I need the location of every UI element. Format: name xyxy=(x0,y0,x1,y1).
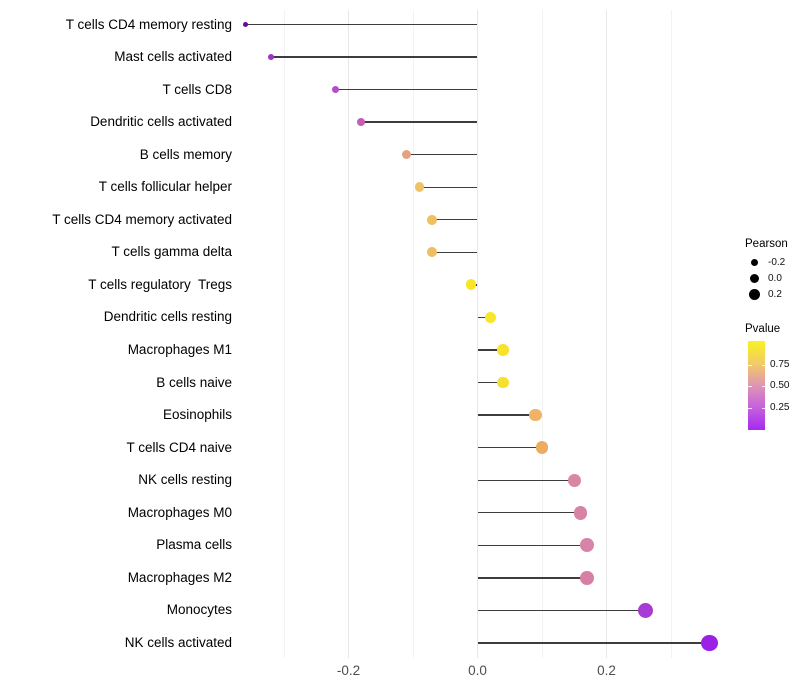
lollipop-stem xyxy=(245,23,478,26)
gridline-major xyxy=(477,10,478,658)
lollipop-stem xyxy=(432,251,478,254)
lollipop-point xyxy=(427,247,438,258)
lollipop-point xyxy=(268,54,275,60)
colorbar-tick xyxy=(748,407,752,409)
y-axis-label: B cells naive xyxy=(156,374,232,390)
y-axis-label: Monocytes xyxy=(166,602,232,618)
lollipop-stem xyxy=(477,349,504,351)
pvalue-tick-label: 0.25 xyxy=(770,401,790,413)
y-axis-label: T cells CD4 naive xyxy=(126,439,232,455)
lollipop-point xyxy=(535,441,549,454)
lollipop-stem xyxy=(361,121,478,123)
gridline-minor xyxy=(541,10,543,658)
lollipop-point xyxy=(580,538,594,553)
lollipop-stem xyxy=(432,219,478,221)
lollipop-point xyxy=(637,602,653,618)
gridline-minor xyxy=(283,10,285,658)
lollipop-stem xyxy=(477,544,588,546)
y-axis-label: B cells memory xyxy=(139,146,232,162)
legend-size-dot xyxy=(750,259,758,266)
lollipop-stem xyxy=(477,577,588,579)
lollipop-stem xyxy=(419,186,478,188)
colorbar-tick xyxy=(761,364,765,366)
y-axis-label: T cells follicular helper xyxy=(98,179,232,195)
y-axis-label: Macrophages M2 xyxy=(127,569,232,585)
gridline-minor xyxy=(412,10,414,658)
lollipop-stem xyxy=(477,609,646,612)
legend-pearson-title: Pearson xyxy=(745,238,788,250)
y-axis-label: T cells CD8 xyxy=(162,81,232,97)
lollipop-point xyxy=(242,21,248,28)
y-axis-label: T cells CD4 memory activated xyxy=(52,211,232,227)
y-axis-label: Dendritic cells activated xyxy=(90,114,232,130)
legend-size-label: 0.2 xyxy=(768,288,782,300)
lollipop-stem xyxy=(335,88,478,91)
lollipop-stem xyxy=(477,642,710,644)
x-tick-label: 0.2 xyxy=(597,663,616,678)
y-axis-label: Eosinophils xyxy=(162,407,232,423)
lollipop-stem xyxy=(477,381,504,384)
lollipop-stem xyxy=(477,316,491,319)
pvalue-tick-label: 0.50 xyxy=(770,380,790,391)
colorbar-tick xyxy=(761,386,765,387)
y-axis-label: T cells CD4 memory resting xyxy=(65,16,232,32)
lollipop-point xyxy=(580,570,594,585)
lollipop-point xyxy=(497,376,510,389)
lollipop-stem xyxy=(477,446,542,449)
y-axis-label: T cells regulatory Tregs xyxy=(88,276,232,292)
y-axis-label: NK cells resting xyxy=(138,472,232,488)
lollipop-point xyxy=(497,344,510,356)
lollipop-point xyxy=(357,118,366,127)
lollipop-point xyxy=(465,279,477,291)
legend-size-dot xyxy=(748,289,760,300)
colorbar-tick xyxy=(761,407,765,409)
y-axis-label: Plasma cells xyxy=(156,537,232,553)
y-axis-label: Dendritic cells resting xyxy=(103,309,232,325)
y-axis-label: Mast cells activated xyxy=(114,49,232,65)
y-axis-label: NK cells activated xyxy=(124,634,232,650)
y-axis-label: Macrophages M0 xyxy=(127,504,232,520)
legend-pvalue-title: Pvalue xyxy=(745,323,781,335)
x-tick-label: 0.0 xyxy=(468,663,487,678)
lollipop-point xyxy=(701,634,719,652)
legend-size-label: -0.2 xyxy=(768,256,786,268)
pvalue-tick-label: 0.75 xyxy=(770,358,790,370)
colorbar-tick xyxy=(748,386,752,387)
gridline-major xyxy=(348,10,349,658)
lollipop-point xyxy=(529,408,542,422)
lollipop-point xyxy=(414,182,425,193)
legend-size-dot xyxy=(749,274,759,283)
lollipop-point xyxy=(484,311,497,324)
lollipop-stem xyxy=(477,512,581,514)
lollipop-stem xyxy=(271,56,478,58)
colorbar-tick xyxy=(748,364,752,366)
lollipop-stem xyxy=(477,414,536,416)
x-tick-label: -0.2 xyxy=(336,663,361,678)
lollipop-point xyxy=(331,85,340,94)
lollipop-point xyxy=(567,473,581,487)
lollipop-stem xyxy=(477,479,575,481)
legend-size-label: 0.0 xyxy=(768,272,782,284)
y-axis-label: Macrophages M1 xyxy=(127,342,232,357)
y-axis-label: T cells gamma delta xyxy=(111,244,232,260)
gridline-minor xyxy=(670,10,672,658)
lollipop-stem xyxy=(406,154,478,156)
gridline-major xyxy=(606,10,607,658)
pvalue-colorbar xyxy=(748,341,765,430)
lollipop-point xyxy=(427,214,438,225)
lollipop-point xyxy=(573,505,588,520)
lollipop-point xyxy=(401,150,412,160)
